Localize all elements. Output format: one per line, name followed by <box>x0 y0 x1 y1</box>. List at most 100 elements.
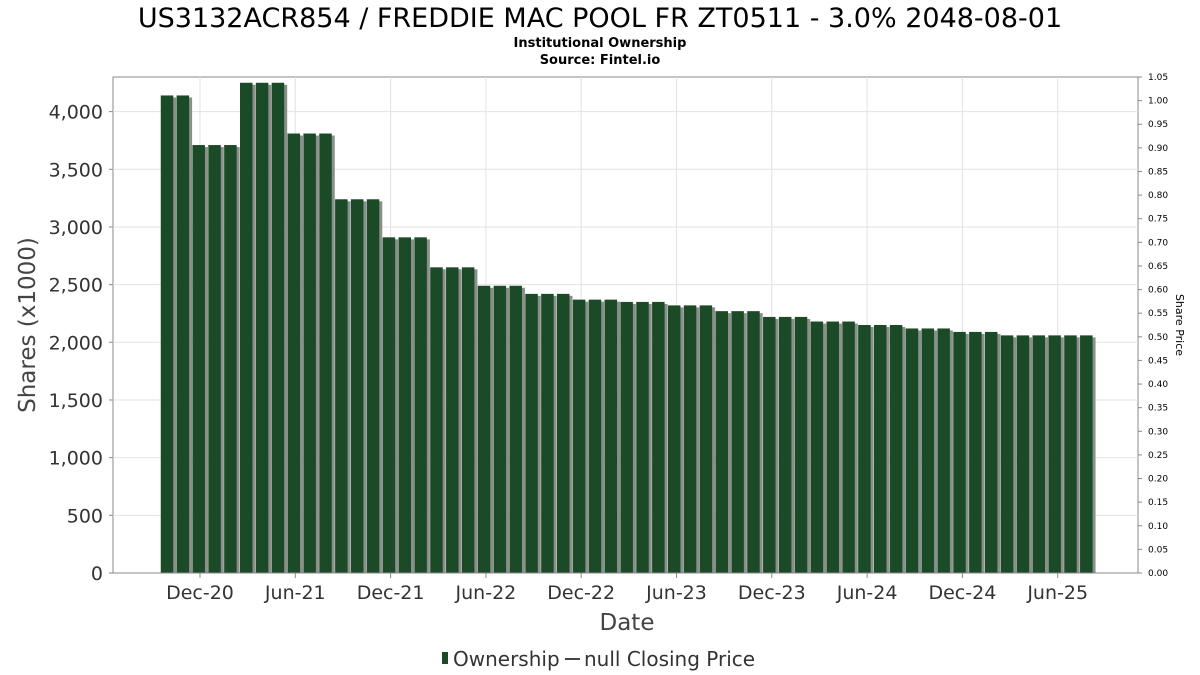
ownership-bar <box>763 316 776 573</box>
x-tick-label: Dec-24 <box>928 582 996 604</box>
y2-tick-label: 1.00 <box>1148 97 1168 107</box>
ownership-bar <box>446 267 459 573</box>
y-tick-label: 4,000 <box>49 102 103 124</box>
x-tick-label: Dec-23 <box>738 582 806 604</box>
y2-tick-label: 0.95 <box>1148 120 1168 130</box>
bars-layer <box>160 82 1096 573</box>
ownership-bar <box>889 325 903 573</box>
ownership-bar <box>366 199 380 573</box>
y2-tick-label: 0.50 <box>1148 333 1168 343</box>
ownership-bar <box>1032 335 1045 573</box>
ownership-bar <box>858 325 871 573</box>
ownership-bar <box>303 133 316 573</box>
ownership-bar <box>984 331 998 573</box>
y2-tick-label: 0.00 <box>1148 569 1168 579</box>
legend-ownership-swatch <box>442 652 448 664</box>
y-tick-label: 0 <box>91 563 103 585</box>
ownership-bar <box>557 293 570 573</box>
y-tick-label: 3,500 <box>49 159 103 181</box>
y2-tick-label: 0.15 <box>1148 498 1168 508</box>
x-axis-title: Date <box>600 610 655 636</box>
y2-tick-label: 0.40 <box>1148 380 1168 390</box>
x-tick-label: Jun-22 <box>455 582 517 604</box>
ownership-bar <box>572 299 586 573</box>
ownership-bar <box>240 82 253 573</box>
ownership-bar <box>192 145 205 573</box>
ownership-bar <box>271 82 285 573</box>
y2-tick-label: 0.85 <box>1148 167 1168 177</box>
x-tick-label: Dec-22 <box>547 582 615 604</box>
ownership-bar <box>414 237 427 573</box>
ownership-bar <box>683 305 697 573</box>
y2-axis: 0.00 0.05 0.10 0.15 0.20 0.25 0.30 0.35 0.40 0.45… <box>1138 73 1168 579</box>
x-tick-label: Jun-24 <box>836 582 898 604</box>
y-tick-label: 2,500 <box>49 275 103 297</box>
ownership-bar <box>541 293 554 573</box>
ownership-bar <box>525 293 538 573</box>
y-tick-label: 2,000 <box>49 332 103 354</box>
legend-ownership-label: Ownership <box>453 647 560 671</box>
ownership-bar <box>1048 335 1061 573</box>
ownership-bar <box>953 331 966 573</box>
y-tick-label: 500 <box>67 505 103 527</box>
ownership-bar <box>874 325 887 573</box>
ownership-bar <box>699 305 713 573</box>
y2-tick-label: 0.60 <box>1148 286 1168 296</box>
ownership-bar <box>604 299 618 573</box>
legend: Ownership null Closing Price <box>442 647 755 671</box>
ownership-bar <box>652 301 665 573</box>
ownership-bar <box>335 199 348 573</box>
x-axis: Dec-20 Jun-21 Dec-21 Jun-22 Dec-22 Jun-23 Dec-… <box>113 572 1138 604</box>
y-tick-label: 3,000 <box>49 217 103 239</box>
ownership-bar <box>794 316 808 573</box>
y2-tick-label: 0.05 <box>1148 545 1168 555</box>
ownership-bar <box>1080 335 1093 573</box>
ownership-bar <box>287 133 301 573</box>
y2-tick-label: 0.35 <box>1148 404 1168 414</box>
y2-tick-label: 0.10 <box>1148 522 1168 532</box>
x-tick-label: Jun-25 <box>1026 582 1088 604</box>
ownership-bar <box>667 305 681 573</box>
y2-tick-label: 0.45 <box>1148 356 1168 366</box>
y2-tick-label: 0.30 <box>1148 427 1168 437</box>
ownership-bar <box>731 311 744 573</box>
ownership-bar <box>509 285 522 573</box>
ownership-bar <box>969 331 982 573</box>
y-axis: 0 500 1,000 1,500 2,000 2,500 3,000 3,500 4,000 <box>49 102 113 585</box>
y-tick-label: 1,500 <box>49 390 103 412</box>
ownership-bar <box>430 267 443 573</box>
y-axis-title: Shares (x1000) <box>15 237 41 413</box>
x-tick-label: Jun-23 <box>645 582 707 604</box>
ownership-bar <box>842 321 855 573</box>
ownership-bar <box>778 316 792 573</box>
chart-subtitle: Institutional Ownership <box>514 36 687 51</box>
y2-tick-label: 0.55 <box>1148 309 1168 319</box>
ownership-bar <box>636 301 649 573</box>
x-tick-label: Dec-21 <box>357 582 425 604</box>
ownership-bar <box>715 311 728 573</box>
ownership-bar <box>588 299 602 573</box>
ownership-bar <box>398 237 411 573</box>
ownership-bar <box>160 95 174 573</box>
y-tick-label: 1,000 <box>49 448 103 470</box>
ownership-bar <box>350 199 364 573</box>
ownership-bar <box>319 133 332 573</box>
y2-tick-label: 0.70 <box>1148 238 1168 248</box>
ownership-bar <box>810 321 824 573</box>
ownership-bar <box>1016 335 1030 573</box>
ownership-bar <box>1064 335 1077 573</box>
y2-axis-title: Share Price <box>1173 294 1186 356</box>
x-tick-label: Dec-20 <box>166 582 234 604</box>
ownership-bar <box>493 285 507 573</box>
y2-tick-label: 0.20 <box>1148 475 1168 485</box>
ownership-bar <box>921 328 935 573</box>
ownership-bar <box>382 237 396 573</box>
ownership-bar <box>826 321 839 573</box>
ownership-bar <box>747 311 760 573</box>
ownership-bar <box>176 95 190 573</box>
ownership-bar <box>937 328 950 573</box>
ownership-bar <box>905 328 919 573</box>
chart-title: US3132ACR854 / FREDDIE MAC POOL FR ZT051… <box>138 3 1062 34</box>
y2-tick-label: 0.25 <box>1148 451 1168 461</box>
